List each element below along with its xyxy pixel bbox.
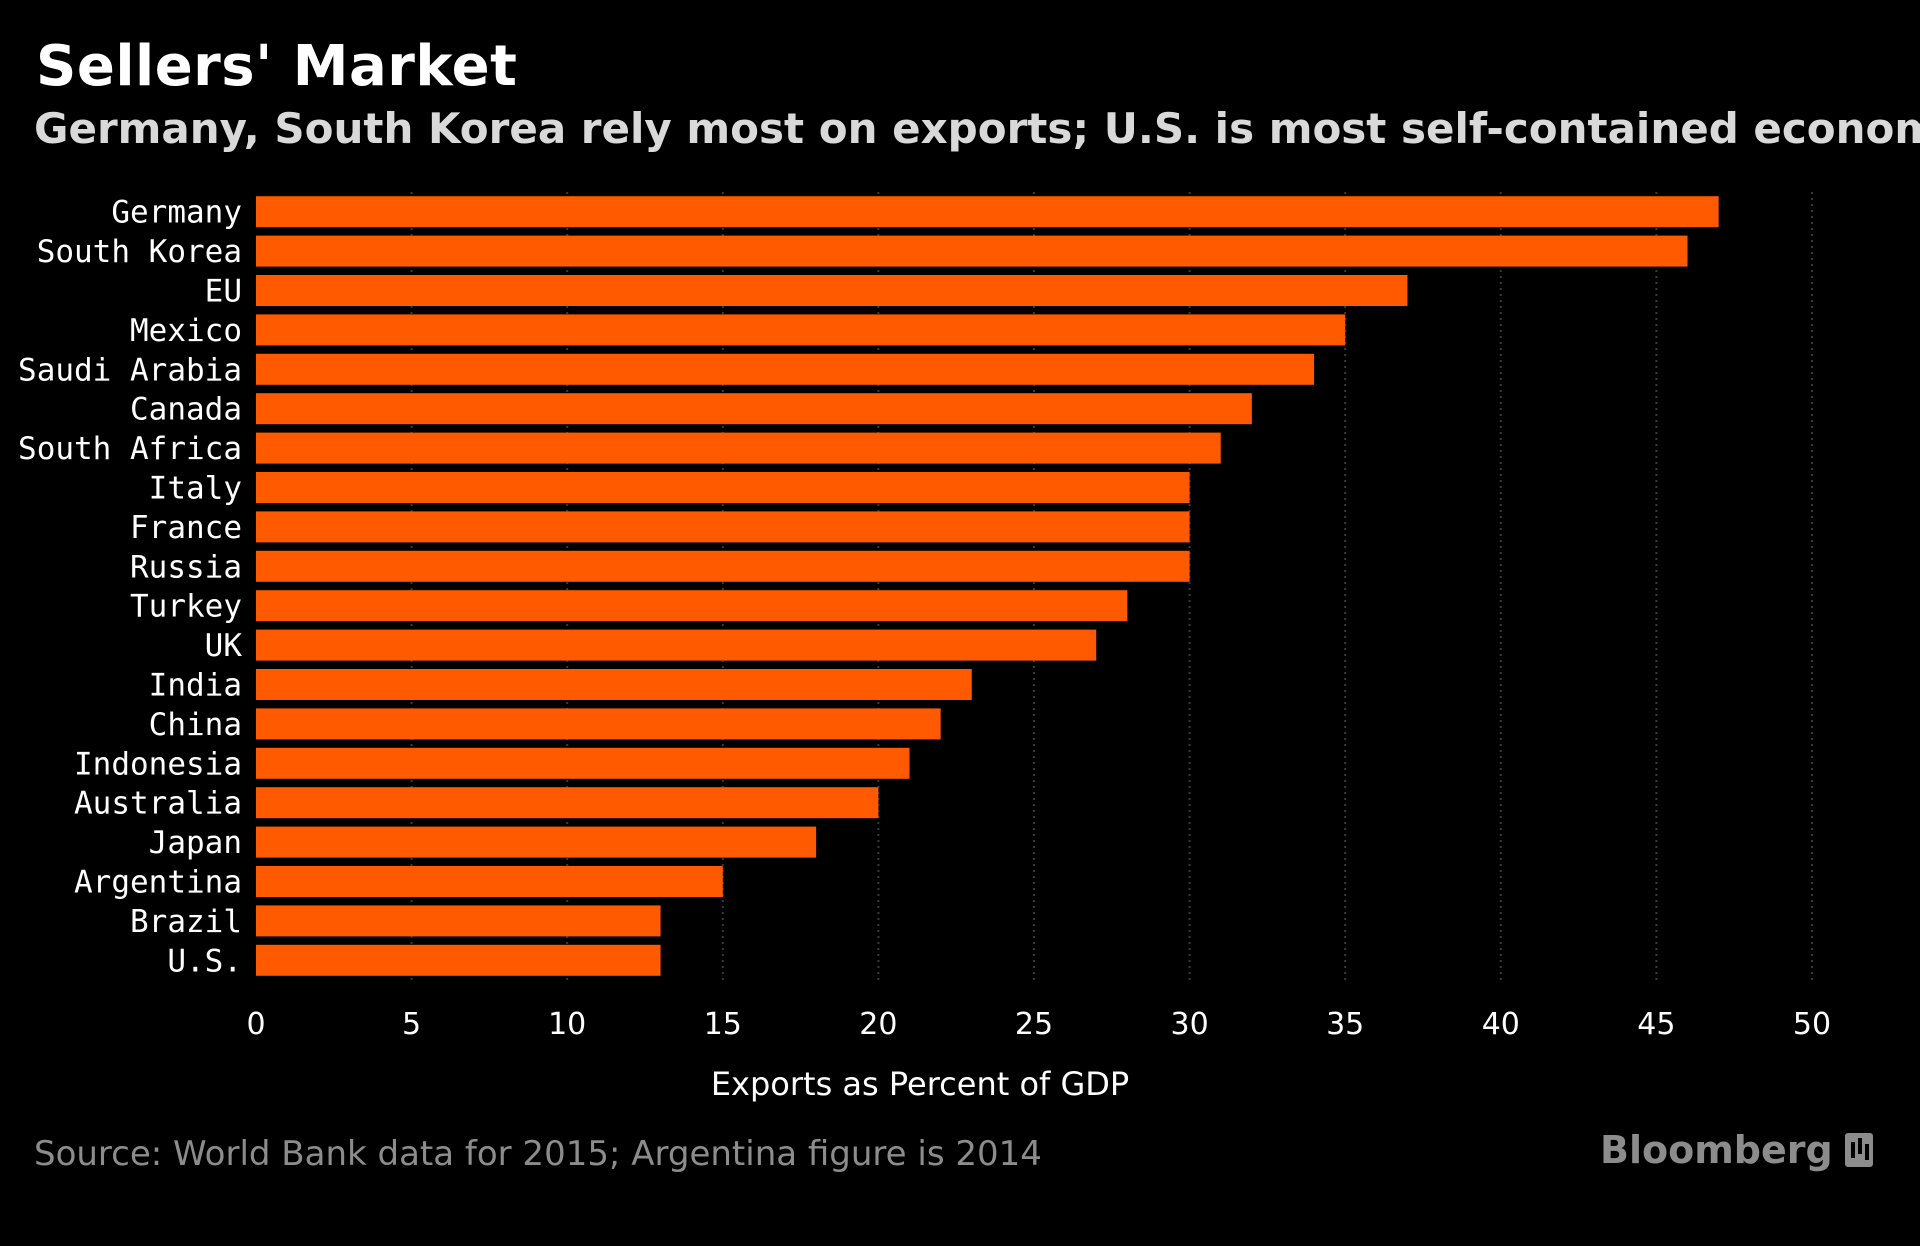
bar-russia — [256, 550, 1190, 582]
x-tick-label: 25 — [1015, 1007, 1053, 1042]
bar-canada — [256, 393, 1252, 425]
bars — [256, 196, 1719, 976]
category-label: Italy — [149, 471, 242, 507]
x-tick-label: 5 — [402, 1007, 421, 1042]
x-tick-label: 45 — [1637, 1007, 1675, 1042]
category-label: China — [149, 707, 242, 743]
category-label: South Korea — [37, 234, 242, 270]
category-label: South Africa — [18, 431, 242, 467]
category-label: U.S. — [167, 943, 242, 979]
category-label: Mexico — [130, 313, 242, 349]
bar-south-africa — [256, 432, 1221, 464]
category-label: UK — [205, 628, 243, 664]
x-axis-label: Exports as Percent of GDP — [711, 1065, 1129, 1103]
category-label: Saudi Arabia — [18, 352, 242, 388]
category-label: France — [130, 510, 242, 546]
bloomberg-logo-icon — [1844, 1133, 1873, 1167]
x-tick-label: 50 — [1793, 1007, 1831, 1042]
bar-saudi-arabia — [256, 353, 1315, 385]
x-tick-label: 35 — [1326, 1007, 1364, 1042]
x-tick-label: 20 — [859, 1007, 897, 1042]
bar-u-s — [256, 944, 661, 976]
category-label: EU — [205, 274, 242, 310]
bar-south-korea — [256, 235, 1688, 267]
category-label: Indonesia — [74, 746, 242, 782]
bar-brazil — [256, 905, 661, 937]
bar-france — [256, 511, 1190, 543]
bar-india — [256, 669, 972, 700]
category-label: Canada — [130, 392, 242, 428]
category-label: Turkey — [130, 589, 242, 625]
x-tick-label: 30 — [1171, 1007, 1209, 1042]
bar-australia — [256, 787, 879, 819]
bar-mexico — [256, 314, 1346, 346]
chart-title: Sellers' Market — [36, 34, 518, 99]
category-label: India — [149, 668, 242, 704]
category-label: Germany — [111, 195, 242, 231]
bar-indonesia — [256, 747, 910, 779]
x-tick-label: 10 — [548, 1007, 586, 1042]
bar-japan — [256, 826, 817, 858]
x-tick-labels: 0 5 10 15 20 25 30 35 40 45 50 — [246, 1007, 1831, 1042]
bar-argentina — [256, 866, 723, 897]
grid-lines — [410, 192, 1813, 984]
bar-germany — [256, 196, 1719, 228]
category-label: Russia — [130, 549, 242, 585]
source-note: Source: World Bank data for 2015; Argent… — [34, 1134, 1042, 1174]
category-label: Australia — [74, 786, 242, 822]
bloomberg-logo: Bloomberg — [1600, 1128, 1873, 1172]
bar-china — [256, 708, 941, 740]
bar-turkey — [256, 590, 1128, 622]
x-tick-label: 15 — [704, 1007, 742, 1042]
x-tick-label: 40 — [1482, 1007, 1520, 1042]
chart-subtitle: Germany, South Korea rely most on export… — [34, 104, 1920, 153]
category-label: Brazil — [130, 904, 242, 940]
bar-eu — [256, 275, 1408, 306]
bar-italy — [256, 472, 1190, 503]
category-label: Japan — [149, 825, 242, 861]
bar-uk — [256, 629, 1097, 661]
category-label: Argentina — [74, 865, 242, 901]
logo-text: Bloomberg — [1600, 1128, 1833, 1172]
x-tick-label: 0 — [246, 1007, 265, 1042]
